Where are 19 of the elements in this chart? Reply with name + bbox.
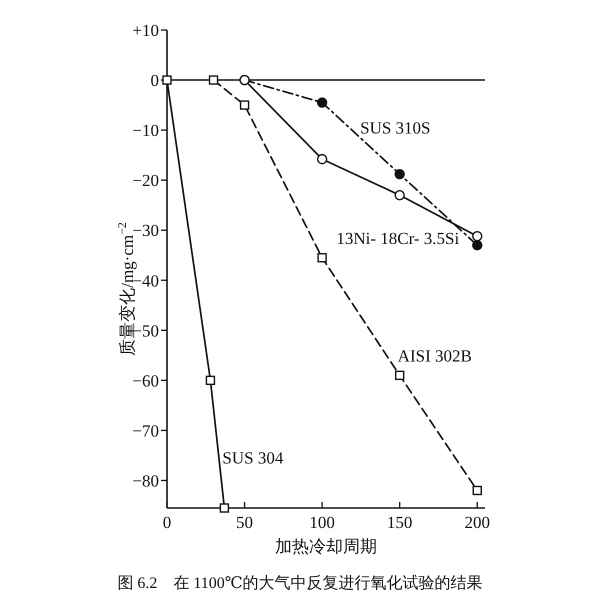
x-tick-label: 0 xyxy=(162,513,172,532)
y-tick-label: −20 xyxy=(132,171,159,190)
x-tick-label: 100 xyxy=(309,513,335,532)
x-tick-label: 50 xyxy=(236,513,254,532)
y-tick-label: −10 xyxy=(132,121,159,140)
y-tick-label: +10 xyxy=(132,21,159,40)
caption: 图 6.2 在 1100℃的大气中反复进行氧化试验的结果 xyxy=(117,574,483,592)
series-label: SUS 310S xyxy=(360,118,431,138)
y-tick-label: −60 xyxy=(132,371,159,390)
y-tick-label: −80 xyxy=(132,471,159,490)
y-tick-label: −30 xyxy=(132,221,159,240)
x-axis-title: 加热冷却周期 xyxy=(275,537,377,556)
x-tick-label: 200 xyxy=(464,513,490,532)
y-tick-label: −70 xyxy=(132,421,159,440)
x-tick-label: 150 xyxy=(386,513,412,532)
y-tick-label: 0 xyxy=(150,71,159,90)
series-label: AISI 302B xyxy=(398,346,472,366)
series-label: 13Ni- 18Cr- 3.5Si xyxy=(336,229,460,248)
series-label: SUS 304 xyxy=(222,448,284,468)
